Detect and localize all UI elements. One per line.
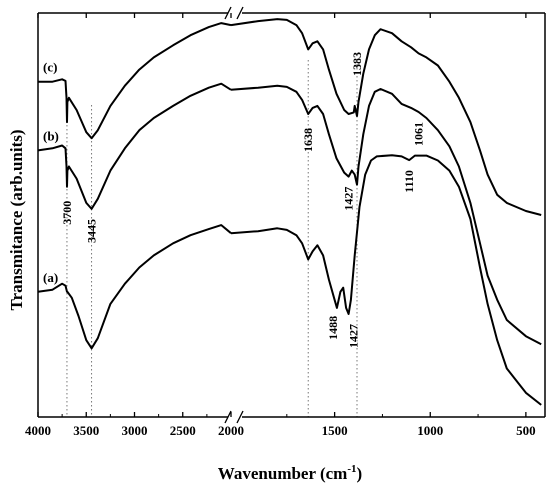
series-label-c: (c) (43, 60, 57, 75)
peak-annotation-3700: 3700 (60, 201, 74, 225)
series-label-b: (b) (43, 128, 59, 143)
bottom-axis-break-mark (236, 410, 244, 424)
x-tick-label: 2500 (170, 423, 196, 438)
series-c-curve-right (230, 18, 542, 216)
peak-annotation-1488: 1488 (326, 316, 340, 340)
peak-annotation-1638: 1638 (301, 128, 315, 152)
x-tick-label: 2000 (218, 423, 244, 438)
peak-annotation-3445: 3445 (85, 219, 99, 243)
x-tick-label: 4000 (25, 423, 51, 438)
top-axis-break-mark (224, 6, 232, 20)
peak-annotations: 3700 3445 1638 1383 1427 1061 1110 1488 1427 (60, 52, 426, 348)
peak-annotation-1427: 1427 (347, 324, 361, 348)
spectra-curves (37, 18, 542, 406)
plot-frame (37, 6, 546, 424)
x-tick-label: 3500 (73, 423, 99, 438)
series-a-curve-left (37, 224, 232, 350)
peak-annotation-1383: 1383 (350, 52, 364, 76)
series-b-curve-left (37, 82, 232, 210)
series-label-a: (a) (43, 270, 58, 285)
x-tick-label: 3000 (122, 423, 148, 438)
bottom-axis-break-mark (224, 410, 232, 424)
peak-annotation-1427: 1427 (342, 187, 356, 211)
x-tick-label: 500 (516, 423, 536, 438)
series-a-curve-right (230, 154, 542, 406)
y-axis-title: Transmitance (arb.units) (7, 129, 26, 310)
x-tick-label: 1000 (417, 423, 443, 438)
series-labels: (c) (b) (a) (43, 60, 59, 285)
series-c-curve-left (38, 22, 232, 140)
x-tick-label: 1500 (322, 423, 348, 438)
peak-annotation-1110: 1110 (402, 170, 416, 193)
top-axis-break-mark (236, 6, 244, 20)
series-b-curve-right (230, 84, 542, 346)
x-axis-title: Wavenumber (cm-1) (218, 463, 362, 483)
x-axis-ticks: 4000 3500 3000 2500 2000 1500 1000 500 (25, 13, 536, 438)
guide-lines (66, 60, 358, 417)
peak-annotation-1061: 1061 (412, 122, 426, 146)
